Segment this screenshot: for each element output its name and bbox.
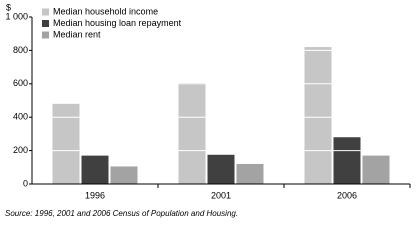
legend-label: Median household income	[53, 6, 158, 16]
bar	[52, 103, 80, 184]
bar	[81, 155, 109, 184]
bar	[178, 82, 206, 184]
bar	[236, 163, 264, 184]
y-tick-label: 400	[13, 112, 28, 122]
y-tick-label: 800	[13, 45, 28, 55]
chart: $ Source: 1996, 2001 and 2006 Census of …	[5, 2, 411, 218]
y-tick-label: 1 000	[5, 11, 28, 21]
source-note: Source: 1996, 2001 and 2006 Census of Po…	[5, 209, 238, 218]
legend-swatch	[42, 31, 49, 39]
y-axis-label: $	[6, 2, 11, 12]
legend-label: Median rent	[53, 29, 101, 39]
bar	[110, 166, 138, 184]
x-tick-label: 2006	[337, 190, 357, 200]
y-tick-label: 200	[13, 145, 28, 155]
bar	[207, 154, 235, 184]
legend-swatch	[42, 20, 49, 27]
legend-swatch	[42, 8, 49, 16]
x-tick-label: 2001	[211, 190, 231, 200]
y-tick-label: 0	[23, 178, 28, 188]
x-tick-label: 1996	[85, 190, 105, 200]
bar	[333, 137, 361, 184]
bar	[362, 155, 390, 184]
y-tick-label: 600	[13, 78, 28, 88]
legend-label: Median housing loan repayment	[53, 18, 182, 28]
bar	[304, 47, 332, 185]
